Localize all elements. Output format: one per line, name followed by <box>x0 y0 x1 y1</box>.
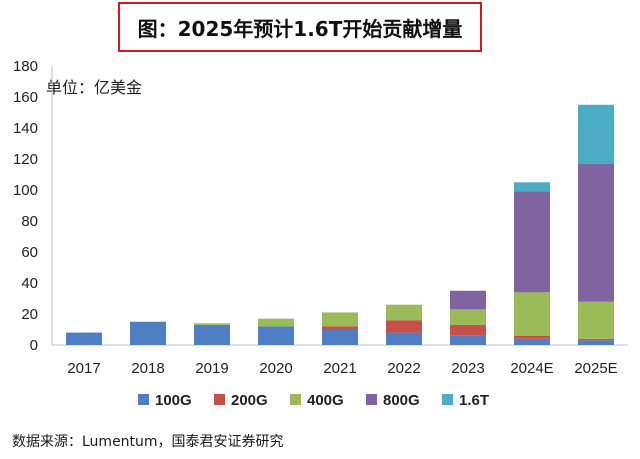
y-tick-label: 180 <box>13 58 38 75</box>
legend-swatch <box>138 394 149 405</box>
y-tick-label: 20 <box>21 306 38 323</box>
x-tick-label: 2017 <box>67 360 100 377</box>
x-tick-label: 2025E <box>574 360 617 377</box>
legend-swatch <box>290 394 301 405</box>
bar-segment <box>514 338 550 345</box>
bar-segment <box>322 312 358 327</box>
bar-segment <box>450 290 486 310</box>
bar-segment <box>258 326 294 345</box>
bar-segment <box>322 329 358 345</box>
y-tick-label: 140 <box>13 120 38 137</box>
x-tick-label: 2023 <box>451 360 484 377</box>
y-tick-label: 0 <box>30 337 38 354</box>
x-tick-label: 2018 <box>131 360 164 377</box>
legend-label: 400G <box>307 392 344 409</box>
bar-segment <box>130 321 166 345</box>
legend-swatch <box>442 394 453 405</box>
y-tick-label: 160 <box>13 89 38 106</box>
x-tick-label: 2022 <box>387 360 420 377</box>
x-tick-label: 2019 <box>195 360 228 377</box>
y-tick-labels: 0 20 40 60 80 100 120 140 160 180 <box>13 58 38 354</box>
legend-label: 1.6T <box>459 392 489 409</box>
unit-label: 单位：亿美金 <box>46 78 143 97</box>
bar-segment <box>578 338 614 341</box>
bar-segment <box>450 324 486 336</box>
source-note: 数据来源：Lumentum，国泰君安证券研究 <box>12 434 284 450</box>
bar-segment <box>578 163 614 302</box>
bar-segment <box>514 191 550 293</box>
bar-segment <box>386 320 422 333</box>
y-tick-label: 40 <box>21 275 38 292</box>
y-tick-label: 120 <box>13 151 38 168</box>
bar-segment <box>514 292 550 336</box>
bar-segment <box>322 326 358 330</box>
bar-segment <box>386 304 422 321</box>
y-tick-label: 80 <box>21 213 38 230</box>
y-tick-label: 100 <box>13 182 38 199</box>
bar-segment <box>578 104 614 164</box>
y-tick-label: 60 <box>21 244 38 261</box>
bar-segment <box>450 335 486 345</box>
legend: 100G 200G 400G 800G 1.6T <box>138 392 489 409</box>
bar-segment <box>578 340 614 345</box>
x-tick-label: 2024E <box>510 360 553 377</box>
legend-label: 800G <box>383 392 420 409</box>
legend-label: 200G <box>231 392 268 409</box>
legend-swatch <box>214 394 225 405</box>
bar-segment <box>514 182 550 192</box>
chart-title: 图：2025年预计1.6T开始贡献增量 <box>137 16 463 41</box>
bar-segment <box>258 318 294 327</box>
legend-label: 100G <box>155 392 192 409</box>
bars-group <box>66 104 614 345</box>
bar-segment <box>514 335 550 339</box>
legend-swatch <box>366 394 377 405</box>
x-tick-label: 2020 <box>259 360 292 377</box>
bar-segment <box>450 309 486 325</box>
bar-segment <box>194 324 230 345</box>
x-tick-label: 2021 <box>323 360 356 377</box>
bar-segment <box>386 332 422 345</box>
chart-title-box: 图：2025年预计1.6T开始贡献增量 <box>118 2 482 52</box>
bar-segment <box>578 301 614 339</box>
bar-segment <box>66 332 102 345</box>
bar-segment <box>194 323 230 325</box>
x-tick-labels: 2017 2018 2019 2020 2021 2022 2023 2024E 2025E <box>67 360 617 377</box>
